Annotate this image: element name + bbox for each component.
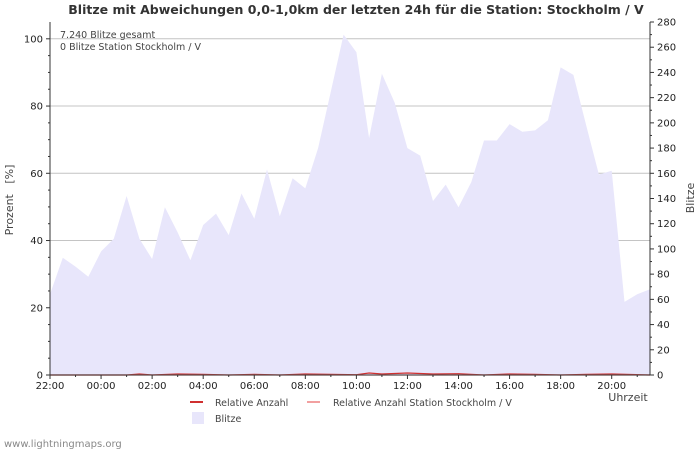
y-left-tick-label: 100 [24, 34, 43, 45]
y-right-tick-label: 140 [657, 194, 676, 205]
x-tick-label: 06:00 [240, 381, 269, 392]
y-left-tick-label: 80 [30, 102, 43, 113]
y-left-tick-label: 40 [30, 236, 43, 247]
y-right-tick-label: 40 [657, 320, 670, 331]
legend-label-relative-anzahl: Relative Anzahl [215, 398, 288, 409]
series-blitze-area [50, 34, 650, 375]
legend-label-relative-anzahl-station: Relative Anzahl Station Stockholm / V [333, 398, 512, 409]
source-footer: www.lightningmaps.org [4, 439, 122, 450]
x-tick-label: 04:00 [189, 381, 218, 392]
legend: Relative Anzahl Relative Anzahl Station … [190, 398, 512, 425]
x-tick-label: 00:00 [87, 381, 116, 392]
axes: 0 20 40 60 80 100 0 20 40 60 80 100 120 140 160 180 200 2… [24, 18, 676, 393]
x-tick-label: 10:00 [342, 381, 371, 392]
y-right-tick-label: 240 [657, 68, 676, 79]
legend-swatch-blitze [192, 412, 204, 424]
y-right-tick-label: 80 [657, 270, 670, 281]
x-tick-label: 14:00 [444, 381, 473, 392]
x-tick-label: 20:00 [597, 381, 626, 392]
info-total-strikes: 7.240 Blitze gesamt [60, 30, 155, 41]
y-left-tick-label: 0 [37, 371, 43, 382]
y-axis-left-label: Prozent [%] [3, 165, 16, 236]
x-tick-label: 16:00 [495, 381, 524, 392]
y-left-tick-label: 20 [30, 303, 43, 314]
chart-title: Blitze mit Abweichungen 0,0-1,0km der le… [68, 2, 644, 17]
y-right-tick-label: 200 [657, 118, 676, 129]
y-axis-right-label: Blitze [684, 183, 697, 214]
x-tick-label: 22:00 [36, 381, 65, 392]
legend-label-blitze: Blitze [215, 414, 242, 425]
y-right-tick-label: 160 [657, 169, 676, 180]
y-right-tick-label: 0 [657, 371, 663, 382]
y-right-tick-label: 60 [657, 295, 670, 306]
y-right-tick-label: 220 [657, 93, 676, 104]
y-right-tick-label: 280 [657, 18, 676, 29]
x-tick-label: 08:00 [291, 381, 320, 392]
x-tick-label: 18:00 [546, 381, 575, 392]
info-station-strikes: 0 Blitze Station Stockholm / V [60, 42, 201, 53]
y-right-tick-label: 20 [657, 345, 670, 356]
y-right-tick-label: 120 [657, 219, 676, 230]
x-tick-label: 12:00 [393, 381, 422, 392]
x-axis-label: Uhrzeit [608, 391, 648, 404]
y-left-tick-label: 60 [30, 169, 43, 180]
x-tick-label: 02:00 [138, 381, 167, 392]
y-right-tick-label: 180 [657, 144, 676, 155]
y-right-tick-label: 100 [657, 244, 676, 255]
y-right-tick-label: 260 [657, 43, 676, 54]
